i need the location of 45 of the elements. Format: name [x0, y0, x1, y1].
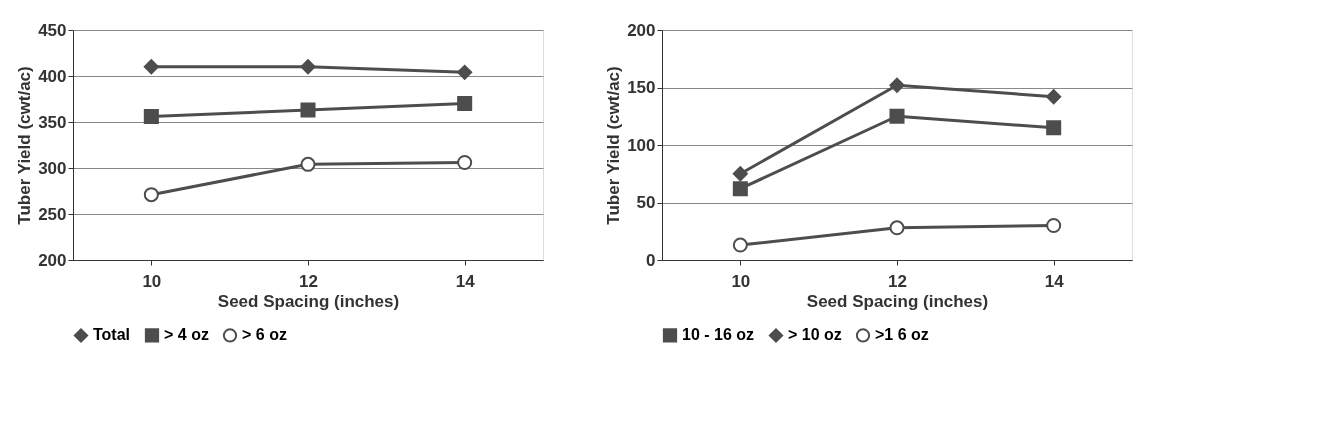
y-tick-label: 450: [38, 20, 67, 40]
y-tick-label: 300: [38, 158, 67, 178]
legend-label: Total: [93, 326, 131, 344]
y-tick-label: 150: [627, 78, 656, 97]
y-tick-label: 200: [38, 250, 67, 270]
y-tick-label: 400: [38, 66, 67, 86]
y-tick-label: 0: [646, 250, 656, 270]
y-tick-label: 100: [627, 135, 656, 155]
point: [457, 96, 473, 112]
point: [1046, 217, 1062, 234]
point: [457, 154, 473, 170]
point: [732, 166, 748, 182]
x-axis-title: Seed Spacing (inches): [217, 291, 400, 311]
point: [889, 77, 905, 93]
y-tick-label: 200: [627, 20, 656, 40]
y-tick-label: 250: [38, 204, 67, 224]
legend-label: > 6 oz: [242, 326, 287, 344]
point: [300, 59, 316, 75]
point: [300, 102, 316, 118]
point: [143, 108, 159, 124]
legend-label: >1 6 oz: [875, 326, 929, 344]
point: [143, 187, 159, 203]
legend-label: > 4 oz: [164, 326, 209, 344]
y-axis-title: Tuber Yield (cwt/ac): [604, 66, 624, 225]
y-axis-title: Tuber Yield (cwt/ac): [15, 66, 35, 225]
point: [1046, 89, 1062, 105]
point: [457, 64, 473, 80]
y-tick-label: 350: [38, 112, 67, 132]
x-tick-label: 10: [731, 271, 751, 291]
point: [1046, 120, 1062, 136]
legend-label: 10 - 16 oz: [682, 326, 755, 344]
x-tick-label: 12: [299, 271, 318, 291]
point: [732, 181, 748, 197]
y-tick-label: 50: [636, 193, 656, 212]
point: [732, 237, 748, 253]
x-tick-label: 14: [455, 271, 476, 291]
legend-label: > 10 oz: [788, 326, 842, 344]
point: [889, 220, 905, 236]
point: [143, 59, 159, 75]
point: [300, 156, 316, 172]
x-tick-label: 14: [1044, 271, 1065, 291]
x-tick-label: 10: [142, 271, 162, 291]
x-tick-label: 12: [888, 271, 907, 291]
point: [889, 108, 905, 124]
x-axis-title: Seed Spacing (inches): [806, 291, 989, 311]
